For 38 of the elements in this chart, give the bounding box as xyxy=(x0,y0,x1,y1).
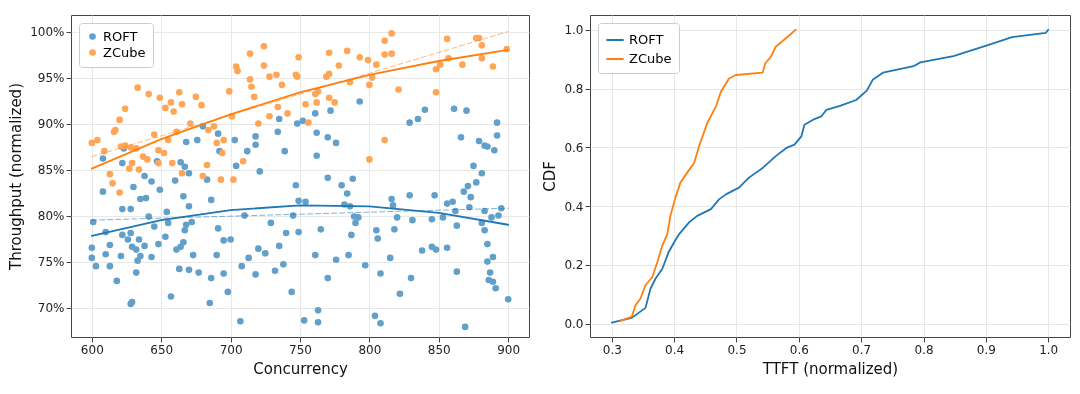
line-series xyxy=(619,28,797,323)
x-tick-label: 0.6 xyxy=(789,342,809,357)
x-tick-label: 0.9 xyxy=(976,342,996,357)
y-tick-label: 70% xyxy=(37,301,65,316)
x-tick-label: 650 xyxy=(150,342,174,357)
y-tick-label: 0.2 xyxy=(564,258,584,273)
legend-label: ZCube xyxy=(103,44,146,60)
y-tick-label: 90% xyxy=(37,117,65,132)
y-tick-label: 75% xyxy=(37,255,65,270)
legend-label: ROFT xyxy=(103,28,138,44)
y-tick-label: 0.4 xyxy=(564,199,584,214)
x-tick-label: 900 xyxy=(497,342,521,357)
x-tick-label: 600 xyxy=(80,342,104,357)
x-axis-title: TTFT (normalized) xyxy=(761,359,899,378)
x-tick-label: 1.0 xyxy=(1039,342,1059,357)
y-tick-label: 0.0 xyxy=(564,317,584,332)
x-tick-label: 0.4 xyxy=(665,342,685,357)
x-tick-label: 0.5 xyxy=(727,342,747,357)
y-tick-label: 95% xyxy=(37,71,65,86)
x-tick-label: 850 xyxy=(427,342,451,357)
y-tick-label: 0.8 xyxy=(564,82,584,97)
x-tick-label: 0.7 xyxy=(852,342,872,357)
x-tick-label: 700 xyxy=(219,342,243,357)
legend-label: ZCube xyxy=(629,51,672,66)
y-tick-label: 85% xyxy=(37,163,65,178)
y-axis-title: Throughput (normalized) xyxy=(7,83,26,271)
x-axis-title: Concurrency xyxy=(253,359,348,378)
line-series xyxy=(610,28,1050,324)
y-tick-label: 1.0 xyxy=(564,23,584,38)
x-tick-label: 0.3 xyxy=(602,342,622,357)
x-tick-label: 0.8 xyxy=(914,342,934,357)
y-tick-label: 80% xyxy=(37,209,65,224)
x-tick-label: 800 xyxy=(358,342,382,357)
y-tick-label: 100% xyxy=(30,25,65,40)
x-tick-label: 750 xyxy=(289,342,312,357)
legend-label: ROFT xyxy=(629,32,664,47)
y-tick-label: 0.6 xyxy=(564,140,584,155)
y-axis-title: CDF xyxy=(541,161,560,192)
